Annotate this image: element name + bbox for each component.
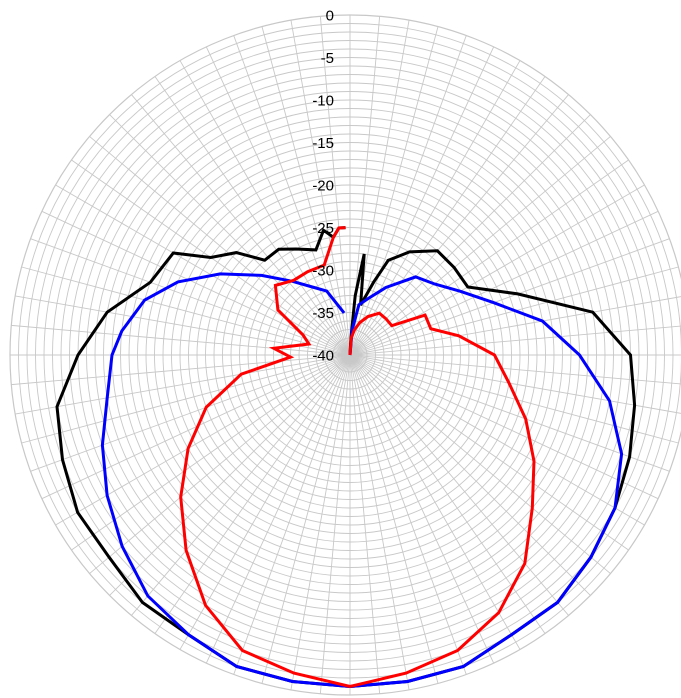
grid-spoke xyxy=(349,354,521,650)
grid-spoke xyxy=(131,354,351,616)
grid-spoke xyxy=(349,354,381,694)
radial-tick-label: -40 xyxy=(312,348,334,365)
grid-spoke xyxy=(55,184,351,356)
grid-spoke xyxy=(205,46,351,356)
grid-spoke xyxy=(349,60,521,356)
grid-spoke xyxy=(89,136,351,356)
grid-spoke xyxy=(11,354,351,386)
grid-spoke xyxy=(349,46,495,356)
grid-spoke xyxy=(319,16,351,356)
grid-spoke xyxy=(261,354,351,684)
radial-tick-label: -10 xyxy=(312,93,334,110)
grid-spoke xyxy=(109,354,351,596)
grid-spoke xyxy=(349,325,681,356)
series-layer xyxy=(55,226,637,689)
grid-spoke xyxy=(349,354,467,675)
series-line-3 xyxy=(179,226,536,689)
grid-spoke xyxy=(349,354,629,551)
grid-spoke xyxy=(15,354,351,415)
grid-spoke xyxy=(349,136,611,356)
grid-spoke xyxy=(349,354,611,574)
grid-spoke xyxy=(131,94,351,356)
polar-grid xyxy=(9,14,681,696)
grid-spoke xyxy=(41,354,351,500)
grid-spoke xyxy=(349,114,591,356)
grid-spoke xyxy=(290,20,351,356)
radial-tick-label: -35 xyxy=(312,305,334,322)
grid-spoke xyxy=(349,354,439,684)
grid-spoke xyxy=(233,35,351,356)
grid-spoke xyxy=(349,354,670,472)
grid-spoke xyxy=(349,26,439,356)
radial-tick-label: -15 xyxy=(312,135,334,152)
grid-spoke xyxy=(349,354,645,526)
grid-spoke xyxy=(349,94,569,356)
grid-spoke xyxy=(349,35,467,356)
grid-spoke xyxy=(290,354,351,690)
grid-spoke xyxy=(154,76,351,356)
grid-spoke xyxy=(154,354,351,634)
radial-tick-label: 0 xyxy=(326,8,334,25)
grid-spoke xyxy=(30,238,351,356)
grid-spoke xyxy=(349,296,681,356)
grid-spoke xyxy=(349,354,495,664)
grid-spoke xyxy=(179,354,351,650)
grid-spoke xyxy=(109,114,351,356)
grid-spoke xyxy=(349,354,591,596)
grid-spoke xyxy=(11,324,351,356)
radial-tick-label: -5 xyxy=(321,50,334,67)
grid-spoke xyxy=(179,60,351,356)
grid-spoke xyxy=(349,354,569,616)
series-line-2 xyxy=(100,272,624,689)
grid-spoke xyxy=(89,354,351,574)
radial-tick-label: -30 xyxy=(312,263,334,280)
grid-spoke xyxy=(233,354,351,675)
grid-spoke xyxy=(349,354,410,690)
grid-spoke xyxy=(349,76,546,356)
grid-spoke xyxy=(349,238,670,356)
grid-spoke xyxy=(30,354,351,472)
grid-spoke xyxy=(21,354,351,444)
radial-tick-label: -20 xyxy=(312,178,334,195)
grid-spoke xyxy=(349,354,659,500)
grid-spoke xyxy=(319,354,351,694)
grid-spoke xyxy=(349,354,681,414)
radial-tick-label: -25 xyxy=(312,220,334,237)
grid-spoke xyxy=(205,354,351,664)
grid-spoke xyxy=(349,184,645,356)
grid-spoke xyxy=(349,210,659,356)
grid-spoke xyxy=(71,354,351,551)
grid-spoke xyxy=(349,159,629,356)
radial-tick-labels: 0 -5 -10 -15 -20 -25 -30 -35 -40 xyxy=(312,8,334,365)
grid-spoke xyxy=(55,354,351,526)
grid-spoke xyxy=(349,354,679,444)
grid-spoke xyxy=(21,266,351,356)
